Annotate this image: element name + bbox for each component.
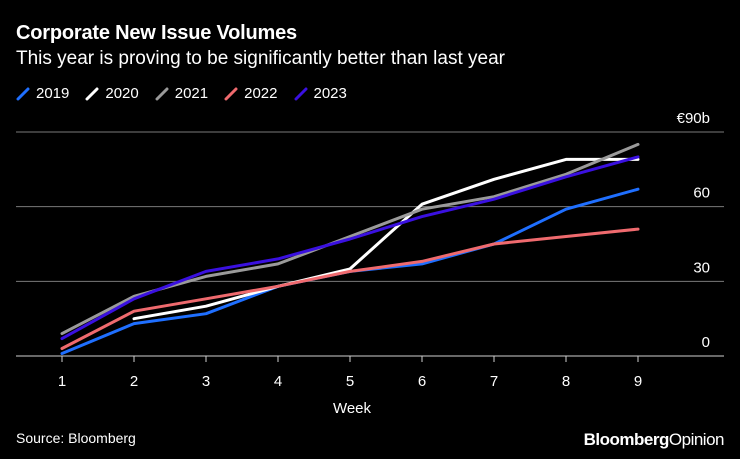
- legend-item-2021: 2021: [155, 85, 208, 102]
- x-axis-label: Week: [333, 400, 372, 417]
- source-note: Source: Bloomberg: [16, 430, 136, 446]
- legend-label: 2022: [244, 85, 278, 102]
- x-tick-label: 6: [418, 373, 426, 390]
- x-tick-label: 2: [130, 373, 138, 390]
- x-tick-label: 4: [274, 373, 282, 390]
- chart-title: Corporate New Issue Volumes: [16, 22, 297, 44]
- series-line-2020: [132, 157, 640, 321]
- y-tick-label: €90b: [677, 110, 710, 127]
- x-tick-label: 8: [562, 373, 570, 390]
- legend-swatch-icon: [85, 87, 99, 101]
- legend-label: 2019: [36, 85, 70, 102]
- legend-item-2022: 2022: [224, 85, 278, 102]
- y-tick-label: 30: [693, 259, 710, 276]
- x-tick-label: 5: [346, 373, 354, 390]
- brand-part1: Bloomberg: [583, 430, 670, 449]
- legend-item-2020: 2020: [85, 85, 139, 102]
- legend: 2019 2020 2021 2022 2023: [16, 85, 347, 102]
- y-tick-label: 0: [702, 334, 710, 351]
- legend-label: 2021: [174, 85, 209, 102]
- legend-swatch-icon: [294, 87, 308, 101]
- x-tick-label: 9: [634, 373, 642, 390]
- legend-swatch-icon: [16, 87, 30, 101]
- bloomberg-opinion-logo: BloombergOpinion: [583, 430, 725, 450]
- series-line-2022: [60, 227, 640, 350]
- brand-part2: Opinion: [668, 430, 725, 449]
- legend-label: 2020: [105, 85, 139, 102]
- x-tick-label: 1: [58, 373, 66, 390]
- series-line-2023: [60, 155, 640, 341]
- y-tick-label: 60: [693, 185, 710, 202]
- legend-swatch-icon: [155, 87, 169, 101]
- legend-swatch-icon: [224, 87, 238, 101]
- legend-item-2019: 2019: [16, 85, 69, 102]
- x-tick-label: 7: [490, 373, 498, 390]
- legend-label: 2023: [313, 85, 347, 102]
- chart-subtitle: This year is proving to be significantly…: [16, 48, 505, 69]
- legend-item-2023: 2023: [294, 85, 347, 102]
- x-tick-label: 3: [202, 373, 210, 390]
